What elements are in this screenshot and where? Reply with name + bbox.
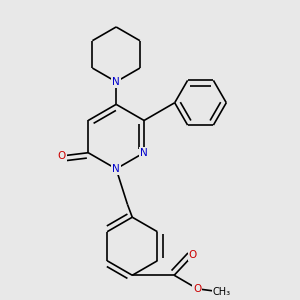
Text: N: N (112, 77, 120, 87)
Text: N: N (140, 148, 148, 158)
Text: O: O (189, 250, 197, 260)
Text: N: N (112, 164, 120, 174)
Text: O: O (58, 151, 66, 161)
Text: O: O (193, 284, 202, 294)
Text: CH₃: CH₃ (212, 287, 231, 297)
